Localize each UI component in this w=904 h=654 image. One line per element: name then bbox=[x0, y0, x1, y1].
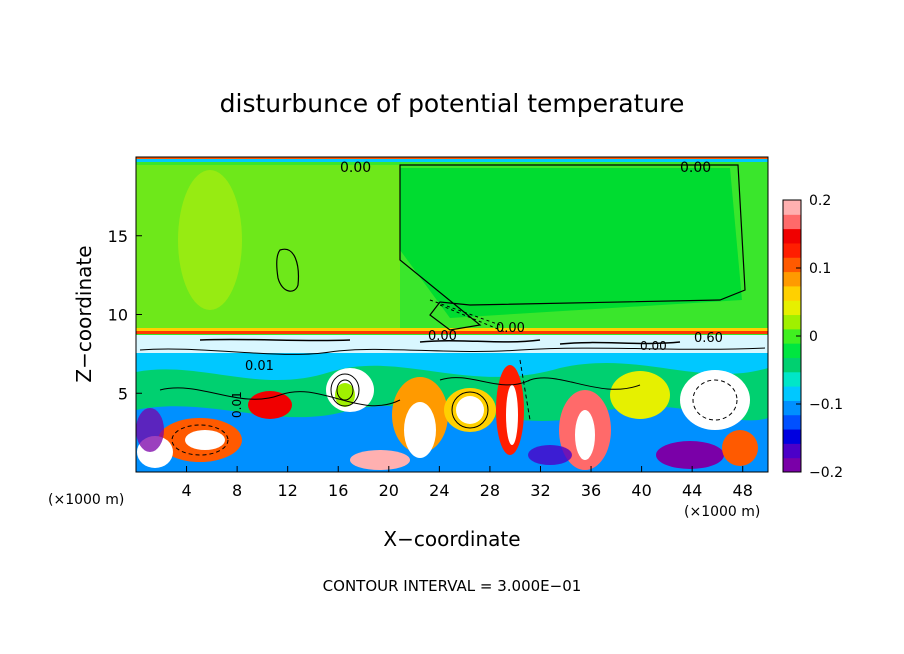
colorbar-swatch bbox=[783, 285, 801, 301]
x-tick-label: 48 bbox=[733, 481, 753, 500]
colorbar-swatch bbox=[783, 400, 801, 416]
colorbar-swatch bbox=[783, 343, 801, 358]
x-axis-label: X−coordinate bbox=[383, 527, 520, 551]
contour-label: 0.60 bbox=[694, 331, 723, 346]
x-tick-label: 16 bbox=[328, 481, 348, 500]
top-band bbox=[136, 157, 768, 162]
contour-closed-small bbox=[276, 248, 300, 292]
upper-left-highlight bbox=[178, 170, 242, 310]
x-unit-left: (×1000 m) bbox=[48, 492, 124, 508]
colorbar-tick-label: 0 bbox=[809, 329, 818, 345]
x-tick-label: 12 bbox=[278, 481, 298, 500]
x-tick-label: 20 bbox=[379, 481, 399, 500]
colorbar-swatch bbox=[783, 357, 801, 373]
y-tick-label: 5 bbox=[118, 384, 128, 403]
x-tick-label: 8 bbox=[232, 481, 242, 500]
contour-label: 0.00 bbox=[680, 160, 711, 176]
x-tick-label: 44 bbox=[682, 481, 702, 500]
x-axis: 4 8 12 16 20 24 28 32 36 40 44 48 bbox=[181, 466, 753, 500]
x-tick-label: 4 bbox=[181, 481, 191, 500]
y-axis-label: Z−coordinate bbox=[72, 245, 96, 382]
contour-label: 0.01 bbox=[230, 391, 244, 418]
colorbar-tick-label: −0.2 bbox=[809, 465, 843, 481]
y-tick-label: 10 bbox=[108, 306, 128, 325]
contour-slant bbox=[429, 299, 506, 333]
x-unit-right: (×1000 m) bbox=[684, 504, 760, 520]
colorbar-swatch bbox=[783, 429, 801, 444]
contour-label: 0.00 bbox=[640, 339, 667, 353]
colorbar-swatch bbox=[783, 328, 801, 344]
footer-note: CONTOUR INTERVAL = 3.000E−01 bbox=[323, 577, 582, 595]
top-edge bbox=[136, 157, 768, 159]
contour-zero-upper bbox=[399, 164, 746, 331]
colorbar-swatch bbox=[783, 214, 801, 230]
colorbar-swatch bbox=[783, 314, 801, 330]
upper-right-region bbox=[400, 168, 742, 318]
colorbar-tick-label: 0.1 bbox=[809, 261, 831, 277]
colorbar-swatch bbox=[783, 257, 801, 273]
chart-title: disturbunce of potential temperature bbox=[220, 89, 685, 118]
colorbar-swatch bbox=[783, 228, 801, 244]
colorbar-swatch bbox=[783, 371, 801, 387]
x-tick-label: 32 bbox=[530, 481, 550, 500]
contour-label: 0.00 bbox=[340, 160, 371, 176]
colorbar-swatch bbox=[783, 457, 801, 473]
plot-area bbox=[136, 157, 768, 472]
colorbar-swatch bbox=[783, 414, 801, 430]
lower-field bbox=[136, 335, 768, 472]
contour-label: 0.00 bbox=[496, 321, 525, 336]
colorbar-tick-label: −0.1 bbox=[809, 397, 843, 413]
contour-label: 0.01 bbox=[245, 359, 274, 374]
colorbar-swatch bbox=[783, 242, 801, 258]
upper-left-region bbox=[136, 165, 400, 330]
y-tick-label: 15 bbox=[108, 227, 128, 246]
colorbar-swatch bbox=[783, 200, 801, 215]
colorbar-frame bbox=[782, 199, 802, 473]
interface-band-red bbox=[136, 331, 768, 334]
colorbar-swatch bbox=[783, 271, 801, 287]
colorbar-swatch bbox=[783, 443, 801, 459]
x-tick-label: 28 bbox=[480, 481, 500, 500]
colorbar-swatch bbox=[783, 386, 801, 401]
y-axis: 5 10 15 bbox=[108, 227, 142, 403]
x-tick-label: 40 bbox=[631, 481, 651, 500]
contour-label: 0.00 bbox=[428, 329, 457, 344]
x-tick-label: 24 bbox=[429, 481, 449, 500]
colorbar-swatch bbox=[783, 300, 801, 316]
colorbar-tick-label: 0.2 bbox=[809, 193, 831, 209]
colorbar: 0.2 0.1 0 −0.1 −0.2 bbox=[783, 193, 843, 481]
x-tick-label: 36 bbox=[581, 481, 601, 500]
